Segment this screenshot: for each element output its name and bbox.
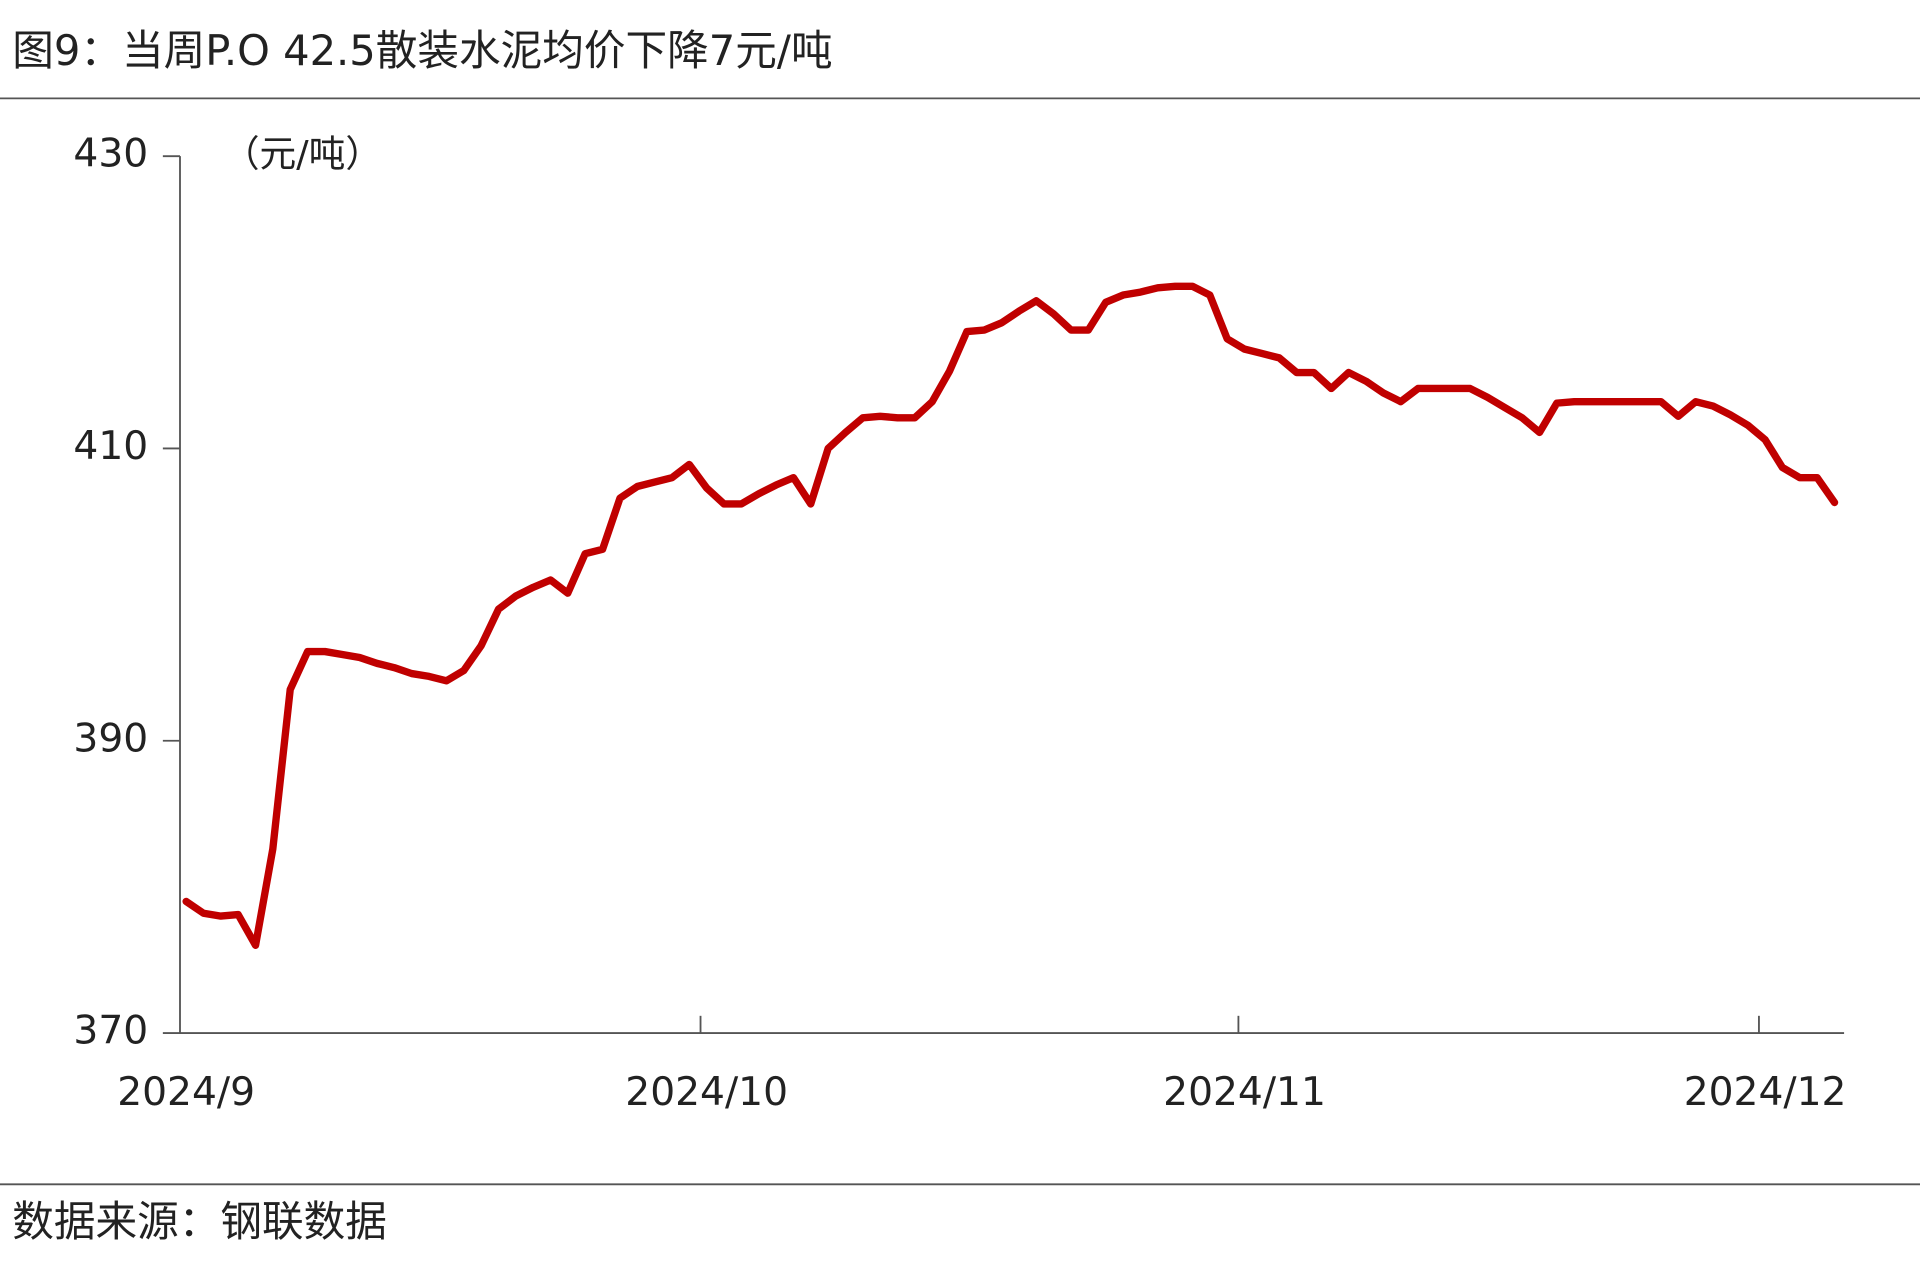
x-tick-label: 2024/9 xyxy=(117,1070,255,1115)
x-tick-label: 2024/12 xyxy=(1684,1070,1847,1115)
y-tick-label: 390 xyxy=(73,716,148,761)
x-tick-label: 2024/11 xyxy=(1163,1070,1326,1115)
y-tick-label: 410 xyxy=(73,424,148,469)
x-tick-label: 2024/10 xyxy=(625,1070,788,1115)
chart-title: 图9：当周P.O 42.5散装水泥均价下降7元/吨 xyxy=(12,26,832,75)
source-note: 数据来源：钢联数据 xyxy=(12,1197,387,1246)
y-tick-label: 370 xyxy=(73,1008,148,1053)
y-tick-label: 430 xyxy=(73,132,148,177)
y-axis-unit: （元/吨） xyxy=(223,133,382,176)
price-line xyxy=(182,282,1839,950)
